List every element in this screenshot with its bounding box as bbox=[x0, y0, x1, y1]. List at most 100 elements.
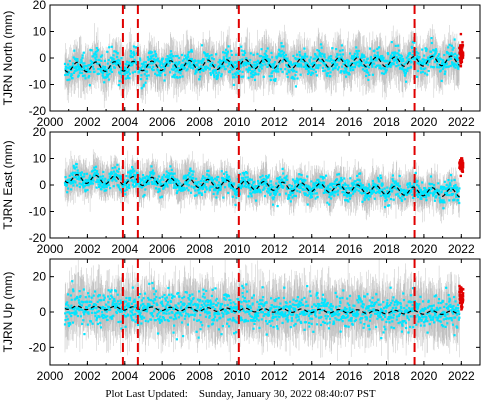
data-point bbox=[326, 322, 329, 325]
data-point bbox=[445, 193, 448, 196]
data-point bbox=[369, 55, 372, 59]
data-point bbox=[431, 304, 434, 308]
data-point bbox=[443, 311, 446, 314]
recent-point bbox=[460, 290, 463, 293]
data-point bbox=[318, 51, 321, 55]
data-point bbox=[326, 315, 330, 318]
data-point bbox=[385, 193, 388, 196]
data-point bbox=[258, 69, 261, 73]
data-point bbox=[182, 310, 185, 313]
data-point bbox=[130, 55, 133, 58]
data-point bbox=[206, 57, 209, 60]
data-point bbox=[90, 300, 93, 303]
recent-point bbox=[459, 293, 462, 296]
data-point bbox=[180, 305, 183, 308]
data-point bbox=[308, 189, 312, 192]
data-point bbox=[250, 178, 253, 181]
recent-point bbox=[460, 308, 463, 311]
data-point bbox=[432, 315, 435, 318]
data-point bbox=[176, 307, 179, 310]
data-point bbox=[202, 305, 205, 308]
data-point bbox=[72, 56, 75, 59]
data-point bbox=[145, 310, 149, 313]
data-point bbox=[67, 71, 70, 74]
data-point bbox=[252, 327, 255, 330]
data-point bbox=[191, 67, 195, 70]
data-point bbox=[344, 316, 347, 319]
data-point bbox=[392, 58, 395, 61]
data-point bbox=[234, 190, 237, 193]
data-point bbox=[276, 327, 279, 330]
data-point bbox=[79, 315, 83, 318]
data-point bbox=[75, 59, 78, 62]
data-point bbox=[281, 167, 284, 170]
recent-point bbox=[460, 45, 463, 48]
data-point bbox=[451, 311, 454, 314]
data-point bbox=[216, 190, 219, 193]
data-point bbox=[102, 65, 105, 68]
data-point bbox=[150, 61, 153, 64]
data-point bbox=[228, 325, 231, 328]
data-point bbox=[105, 68, 108, 71]
data-point bbox=[160, 318, 163, 321]
data-point bbox=[137, 311, 140, 314]
data-point bbox=[357, 301, 360, 304]
data-point bbox=[116, 293, 119, 296]
data-point bbox=[78, 301, 81, 304]
data-point bbox=[159, 62, 162, 65]
data-point bbox=[213, 319, 216, 322]
data-point bbox=[456, 312, 459, 316]
data-point bbox=[218, 65, 222, 68]
data-point bbox=[204, 190, 207, 193]
data-point bbox=[133, 180, 136, 183]
data-point bbox=[234, 303, 237, 306]
data-point bbox=[418, 194, 422, 197]
data-point bbox=[432, 192, 435, 195]
data-point bbox=[242, 64, 245, 67]
data-point bbox=[205, 289, 208, 292]
data-point bbox=[366, 65, 369, 68]
data-point bbox=[293, 69, 296, 72]
data-point bbox=[380, 184, 383, 187]
data-point bbox=[96, 178, 99, 181]
data-point bbox=[262, 314, 265, 318]
x-tick-label: 2022 bbox=[448, 242, 475, 256]
data-point bbox=[292, 313, 295, 316]
data-point bbox=[433, 295, 436, 298]
data-point bbox=[339, 187, 342, 190]
data-point bbox=[77, 172, 80, 175]
x-tick-label: 2010 bbox=[224, 369, 251, 383]
data-point bbox=[179, 307, 182, 310]
data-point bbox=[130, 316, 133, 319]
data-point bbox=[225, 171, 228, 174]
data-point bbox=[211, 288, 214, 291]
data-point bbox=[83, 333, 86, 336]
data-point bbox=[140, 78, 143, 81]
data-point bbox=[254, 61, 257, 64]
data-point bbox=[98, 294, 101, 297]
data-point bbox=[419, 62, 422, 65]
data-point bbox=[285, 175, 288, 178]
data-point bbox=[390, 302, 393, 305]
data-point bbox=[306, 203, 309, 206]
data-point bbox=[210, 306, 213, 309]
data-point bbox=[358, 179, 361, 182]
data-point bbox=[360, 54, 363, 57]
data-point bbox=[442, 207, 445, 210]
data-point bbox=[256, 191, 259, 194]
data-point bbox=[328, 67, 331, 70]
data-point bbox=[199, 314, 202, 317]
data-point bbox=[169, 50, 173, 53]
data-point bbox=[398, 312, 401, 316]
data-point bbox=[292, 307, 295, 310]
data-point bbox=[339, 53, 342, 56]
data-point bbox=[406, 316, 409, 320]
data-point bbox=[103, 67, 106, 70]
data-point bbox=[159, 179, 162, 182]
data-point bbox=[215, 196, 218, 199]
data-point bbox=[359, 298, 362, 301]
data-point bbox=[450, 51, 453, 55]
data-point bbox=[131, 311, 134, 314]
data-point bbox=[176, 178, 179, 181]
data-point bbox=[367, 198, 370, 201]
